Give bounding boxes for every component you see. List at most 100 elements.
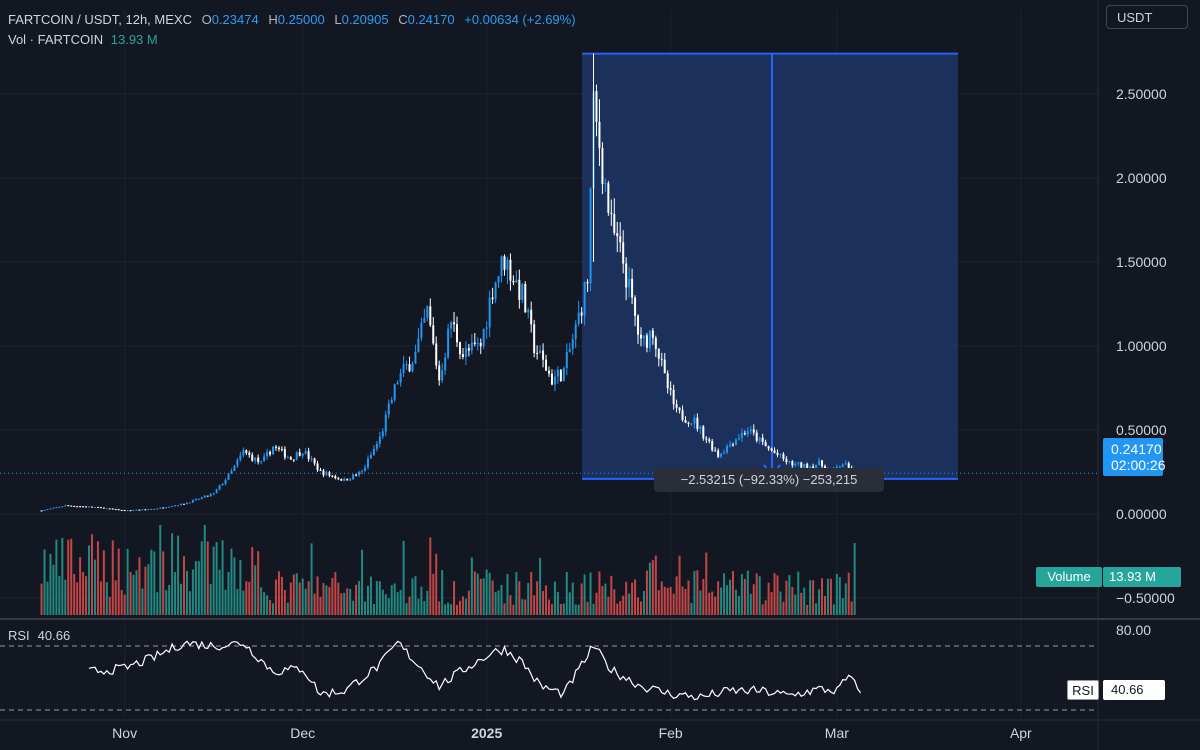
candle-body — [524, 283, 527, 313]
volume-bar — [390, 585, 393, 615]
volume-bar — [723, 573, 726, 615]
rsi-legend-label[interactable]: RSI — [8, 628, 30, 643]
volume-bar — [295, 573, 298, 615]
candle-body — [105, 508, 108, 510]
rsi-legend: RSI 40.66 — [8, 628, 70, 643]
candle-body — [245, 450, 248, 453]
volume-bar — [298, 582, 301, 615]
candle-body — [88, 506, 91, 508]
rsi-tag-value: 40.66 — [1103, 680, 1165, 700]
candle-body — [758, 437, 761, 442]
candle-body — [138, 509, 141, 511]
volume-bar — [441, 570, 444, 615]
price-tick-label: 0.00000 — [1116, 506, 1167, 522]
volume-bar — [126, 548, 129, 615]
volume-bar — [218, 569, 221, 615]
price-axis[interactable]: 2.50000 2.00000 1.50000 1.00000 0.50000 0.000… — [1116, 86, 1175, 606]
volume-bar — [114, 580, 117, 615]
time-axis[interactable]: Nov Dec 2025 Feb Mar Apr — [112, 725, 1032, 741]
candle-body — [589, 188, 592, 284]
volume-bar — [325, 585, 328, 615]
candle-body — [696, 417, 699, 429]
candle-body — [461, 354, 464, 357]
candle-body — [711, 441, 714, 451]
volume-bar — [310, 543, 313, 615]
candle-body — [147, 509, 150, 511]
candle-body — [473, 342, 476, 344]
candle-body — [539, 350, 542, 354]
candle-body — [381, 431, 384, 437]
volume-bar — [488, 572, 491, 615]
volume-bar — [444, 604, 447, 615]
volume-bar — [479, 578, 482, 615]
candle-body — [408, 364, 411, 372]
volume-bar — [227, 571, 230, 615]
candle-body — [749, 429, 752, 432]
volume-bar — [812, 580, 815, 615]
candle-body — [165, 507, 168, 509]
candle-body — [527, 309, 530, 313]
candle-body — [660, 358, 663, 360]
candle-body — [542, 350, 545, 360]
volume-bar — [123, 594, 126, 615]
volume-bar — [746, 570, 749, 615]
volume-bar — [485, 569, 488, 615]
price-tick-label: 1.50000 — [1116, 254, 1167, 270]
candle-body — [628, 278, 631, 288]
volume-bar — [93, 559, 96, 615]
candle-body — [586, 282, 589, 284]
volume-bar — [642, 590, 645, 615]
candle-body — [432, 325, 435, 344]
volume-bar — [473, 571, 476, 615]
price-range-measure[interactable] — [582, 52, 958, 480]
candle-body — [637, 315, 640, 335]
volume-bar — [224, 589, 227, 615]
candle-body — [52, 507, 55, 509]
candle-body — [346, 478, 349, 481]
volume-bar — [129, 571, 132, 615]
price-tick-label: 2.00000 — [1116, 170, 1167, 186]
symbol-title[interactable]: FARTCOIN / USDT, 12h, MEXC — [8, 12, 192, 27]
candle-body — [221, 483, 224, 486]
currency-button[interactable]: USDT — [1106, 5, 1188, 29]
candle-body — [257, 457, 260, 462]
volume-bar — [512, 604, 515, 615]
volume-legend-label[interactable]: Vol · FARTCOIN — [8, 32, 104, 47]
time-tick-label: Mar — [825, 725, 849, 741]
candle-body — [197, 498, 200, 500]
volume-bar — [693, 570, 696, 615]
volume-bar — [79, 557, 82, 615]
volume-bar — [346, 588, 349, 615]
open-label: O — [201, 12, 212, 27]
candle-body — [340, 478, 343, 481]
volume-bar — [304, 588, 307, 615]
candle-body — [218, 485, 221, 490]
candle-body — [488, 297, 491, 328]
volume-bar — [182, 556, 185, 615]
candle-body — [334, 476, 337, 479]
bar-countdown: 02:00:26 — [1111, 457, 1166, 473]
time-tick-label: Nov — [112, 725, 137, 741]
volume-bar — [52, 564, 55, 615]
volume-bar — [598, 571, 601, 615]
volume-bar — [518, 581, 521, 615]
candle-body — [372, 448, 375, 455]
candle-body — [681, 410, 684, 420]
volume-bar — [396, 592, 399, 615]
candle-body — [666, 373, 669, 389]
candle-body — [49, 508, 52, 510]
volume-bar — [61, 537, 64, 615]
volume-bar — [408, 596, 411, 615]
volume-bar — [364, 601, 367, 615]
volume-bar — [138, 557, 141, 615]
candle-body — [657, 348, 660, 359]
candle-body — [773, 450, 776, 453]
volume-bar — [788, 574, 791, 615]
candle-body — [622, 242, 625, 264]
candle-body — [108, 508, 111, 510]
volume-bar — [625, 581, 628, 615]
volume-bar — [550, 604, 553, 615]
volume-bar — [622, 595, 625, 615]
price-tick-label: 2.50000 — [1116, 86, 1167, 102]
